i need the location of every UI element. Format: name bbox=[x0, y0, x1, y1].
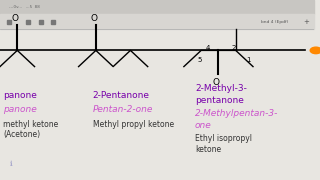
Text: 5: 5 bbox=[197, 57, 202, 63]
Text: O: O bbox=[12, 14, 19, 22]
Text: bnd 4 (Epdf): bnd 4 (Epdf) bbox=[261, 20, 288, 24]
Text: pentanone: pentanone bbox=[195, 96, 244, 105]
Text: O: O bbox=[213, 78, 220, 87]
Text: panone: panone bbox=[3, 105, 37, 114]
Text: ---0v...   ...5  88: ---0v... ...5 88 bbox=[9, 5, 40, 9]
Text: 2-Methylpentan-3-: 2-Methylpentan-3- bbox=[195, 109, 278, 118]
Text: +: + bbox=[303, 19, 309, 25]
Text: Pentan-2-one: Pentan-2-one bbox=[93, 105, 153, 114]
Text: one: one bbox=[195, 122, 212, 130]
Text: (Acetone): (Acetone) bbox=[3, 130, 40, 140]
Text: ℹ: ℹ bbox=[9, 161, 12, 167]
Text: 2-Methyl-3-: 2-Methyl-3- bbox=[195, 84, 247, 93]
Text: Methyl propyl ketone: Methyl propyl ketone bbox=[93, 120, 174, 129]
Text: Ethyl isopropyl: Ethyl isopropyl bbox=[195, 134, 252, 143]
Text: ketone: ketone bbox=[195, 145, 221, 154]
Text: O: O bbox=[90, 14, 97, 22]
Text: 1: 1 bbox=[246, 57, 251, 63]
Text: methyl ketone: methyl ketone bbox=[3, 120, 58, 129]
Bar bbox=[0, 14, 314, 29]
Text: 2: 2 bbox=[232, 45, 236, 51]
Circle shape bbox=[310, 47, 320, 54]
Text: panone: panone bbox=[3, 91, 37, 100]
Text: 2-Pentanone: 2-Pentanone bbox=[93, 91, 150, 100]
Bar bbox=[0, 0, 314, 14]
Text: 4: 4 bbox=[205, 45, 210, 51]
